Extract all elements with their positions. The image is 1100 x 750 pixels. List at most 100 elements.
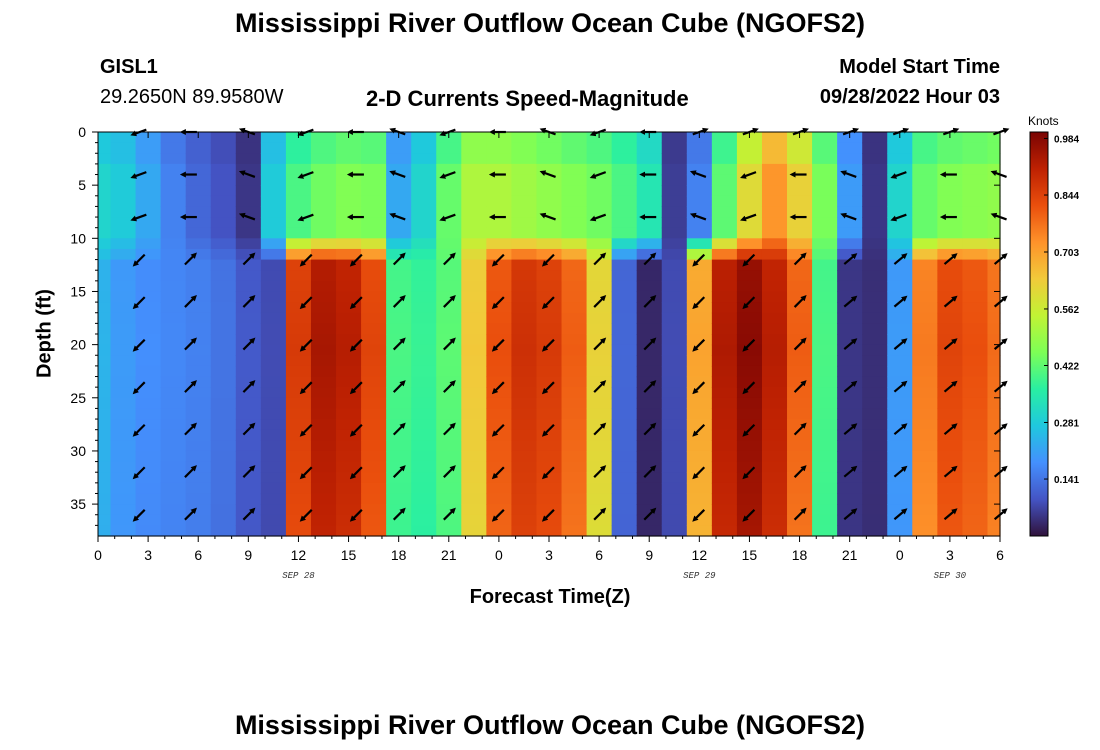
- heatmap-cell: [686, 482, 713, 495]
- heatmap-cell: [260, 482, 287, 495]
- heatmap-cell: [235, 142, 262, 154]
- heatmap-cell: [511, 302, 538, 314]
- heatmap-cell: [436, 355, 462, 367]
- heatmap-cell: [135, 387, 162, 399]
- heatmap-cell: [461, 387, 487, 399]
- heatmap-cell: [736, 291, 763, 303]
- heatmap-cell: [235, 217, 262, 229]
- heatmap-cell: [736, 217, 763, 229]
- heatmap-cell: [235, 365, 262, 378]
- heatmap-cell: [686, 365, 713, 378]
- heatmap-cell: [787, 323, 813, 335]
- heatmap-cell: [411, 525, 437, 537]
- heatmap-cell: [937, 514, 964, 526]
- heatmap-cell: [260, 334, 287, 346]
- heatmap-cell: [862, 365, 888, 378]
- heatmap-cell: [736, 174, 763, 186]
- current-arrow: [443, 465, 456, 478]
- heatmap-cell: [185, 142, 212, 154]
- heatmap-cell: [260, 514, 287, 526]
- heatmap-cell: [962, 504, 989, 516]
- heatmap-cell: [285, 493, 312, 505]
- heatmap-cell: [937, 163, 964, 176]
- heatmap-cell: [310, 397, 337, 410]
- heatmap-cell: [987, 419, 1001, 431]
- heatmap-cell: [937, 238, 964, 250]
- heatmap-cell: [511, 365, 538, 378]
- heatmap-cell: [837, 312, 863, 324]
- heatmap-cell: [661, 397, 688, 410]
- heatmap-cell: [837, 344, 863, 356]
- heatmap-cell: [661, 408, 688, 420]
- heatmap-cell: [511, 376, 538, 388]
- current-arrow: [132, 466, 146, 480]
- heatmap-cell: [611, 312, 638, 324]
- heatmap-cell: [912, 408, 938, 420]
- heatmap-cell: [561, 302, 588, 314]
- heatmap-cell: [711, 419, 738, 431]
- heatmap-cell: [887, 312, 913, 324]
- heatmap-cell: [987, 142, 1001, 154]
- heatmap-cell: [711, 461, 738, 473]
- heatmap-cell: [98, 504, 112, 516]
- heatmap-cell: [310, 440, 337, 452]
- heatmap-cell: [561, 270, 588, 282]
- heatmap-cell: [686, 248, 713, 261]
- heatmap-cell: [235, 493, 262, 505]
- heatmap-cell: [812, 387, 838, 399]
- heatmap-cell: [711, 429, 738, 441]
- heatmap-cell: [185, 355, 212, 367]
- heatmap-cell: [962, 291, 989, 303]
- heatmap-cell: [160, 387, 187, 399]
- heatmap-cell: [987, 206, 1001, 218]
- heatmap-cell: [962, 195, 989, 208]
- heatmap-cell: [862, 525, 888, 537]
- heatmap-cell: [110, 217, 137, 229]
- heatmap-cell: [285, 482, 312, 495]
- heatmap-cell: [736, 323, 763, 335]
- heatmap-cell: [611, 461, 638, 473]
- heatmap-cell: [586, 312, 613, 324]
- current-arrow: [643, 465, 657, 478]
- heatmap-cell: [536, 397, 563, 410]
- heatmap-cell: [160, 280, 187, 293]
- current-arrow: [843, 338, 858, 350]
- heatmap-cell: [561, 525, 588, 537]
- heatmap-cell: [787, 302, 813, 314]
- x-tick-label: 6: [194, 547, 202, 563]
- heatmap-cell: [98, 259, 112, 271]
- heatmap-cell: [711, 344, 738, 356]
- heatmap-cell: [837, 302, 863, 314]
- heatmap-cell: [937, 153, 964, 165]
- heatmap-cell: [561, 174, 588, 186]
- heatmap-cell: [661, 280, 688, 293]
- heatmap-cell: [661, 163, 688, 176]
- heatmap-cell: [561, 440, 588, 452]
- current-arrow: [793, 380, 807, 393]
- heatmap-cell: [110, 408, 137, 420]
- heatmap-cell: [110, 163, 137, 176]
- heatmap-cell: [486, 344, 513, 356]
- heatmap-cell: [110, 387, 137, 399]
- heatmap-cell: [260, 163, 287, 176]
- heatmap-cell: [686, 206, 713, 218]
- heatmap-cell: [436, 408, 462, 420]
- heatmap-cell: [310, 153, 337, 165]
- current-arrow: [392, 380, 406, 393]
- heatmap-cell: [812, 376, 838, 388]
- heatmap-cell: [736, 227, 763, 239]
- heatmap-cell: [336, 270, 362, 282]
- heatmap-cell: [436, 419, 462, 431]
- heatmap-cell: [361, 334, 387, 346]
- heatmap-cell: [736, 248, 763, 261]
- heatmap-cell: [336, 334, 362, 346]
- heatmap-cell: [361, 142, 387, 154]
- heatmap-cell: [812, 217, 838, 229]
- heatmap-cell: [661, 461, 688, 473]
- heatmap-cell: [837, 206, 863, 218]
- heatmap-cell: [135, 142, 162, 154]
- heatmap-cell: [761, 195, 788, 208]
- heatmap-cell: [386, 142, 412, 154]
- heatmap-cell: [336, 514, 362, 526]
- heatmap-cell: [636, 312, 663, 324]
